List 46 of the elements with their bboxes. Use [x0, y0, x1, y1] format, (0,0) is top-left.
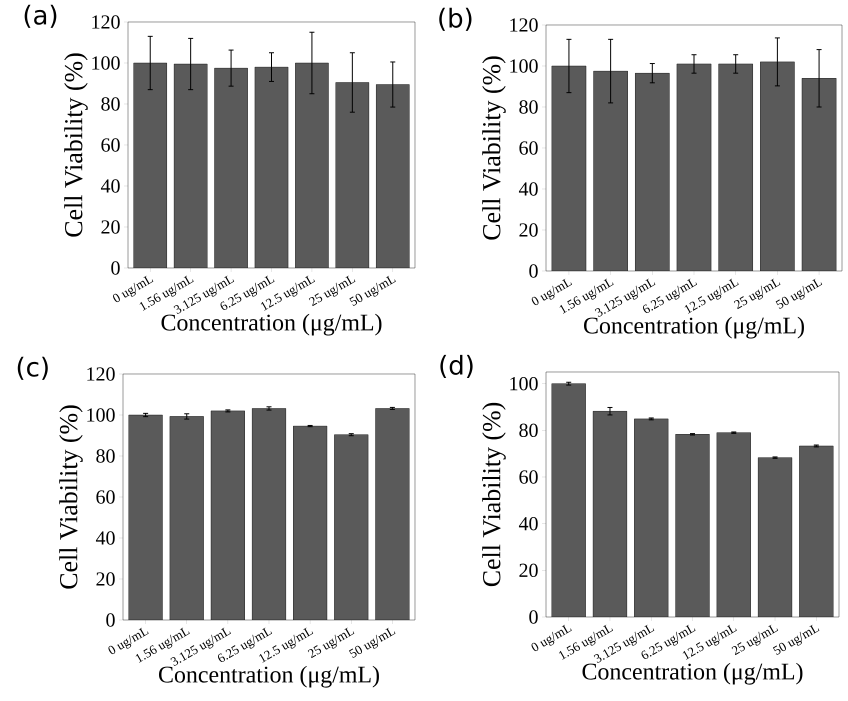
bar	[552, 384, 586, 617]
chart-title: (a)	[24, 4, 56, 28]
bar	[676, 434, 710, 617]
y-tick-label: 100	[510, 376, 538, 390]
bar	[758, 458, 792, 617]
y-tick-label: 80	[519, 100, 538, 114]
y-tick-label: 100	[510, 59, 538, 73]
y-tick-label: 0	[106, 613, 115, 627]
chart-title: (b)	[439, 8, 472, 31]
y-tick-label: 60	[96, 490, 115, 504]
y-tick-label: 60	[519, 141, 538, 155]
y-tick-label: 80	[96, 449, 115, 463]
y-tick-label: 80	[101, 97, 120, 111]
bar	[799, 446, 834, 617]
bar	[593, 411, 627, 617]
y-tick-label: 120	[87, 367, 115, 381]
y-axis-title: Cell Viability (%)	[482, 402, 506, 586]
y-tick-label: 60	[519, 470, 538, 484]
x-axis-title: Concentration (μg/mL)	[161, 314, 382, 336]
y-tick-label: 120	[92, 15, 120, 29]
y-tick-label: 20	[519, 223, 538, 237]
y-tick-label: 20	[96, 572, 115, 586]
bar	[634, 418, 668, 617]
y-tick-label: 60	[101, 138, 120, 152]
x-axis-title: Concentration (μg/mL)	[582, 662, 802, 685]
y-tick-label: 100	[92, 56, 120, 70]
y-tick-label: 0	[529, 610, 538, 624]
bar	[716, 432, 751, 617]
x-axis-title: Concentration (μg/mL)	[584, 316, 804, 339]
y-tick-label: 40	[96, 531, 115, 545]
y-tick-label: 40	[518, 516, 538, 530]
y-axis-title: Cell Viability (%)	[482, 56, 506, 240]
x-axis-title: Concentration (μg/mL)	[158, 666, 379, 688]
y-tick-label: 0	[111, 261, 120, 275]
y-tick-label: 0	[529, 264, 538, 278]
y-tick-label: 40	[100, 179, 120, 193]
y-tick-label: 40	[518, 182, 538, 196]
y-tick-label: 120	[510, 18, 538, 32]
y-tick-label: 80	[519, 424, 538, 438]
chart-title: (d)	[440, 354, 473, 378]
y-tick-label: 100	[87, 408, 115, 422]
y-axis-title: Cell Viability (%)	[64, 53, 88, 237]
y-axis-title: Cell Viability (%)	[59, 405, 83, 589]
y-tick-label: 20	[519, 564, 538, 578]
y-tick-label: 20	[101, 220, 120, 234]
chart-title: (c)	[18, 356, 48, 380]
